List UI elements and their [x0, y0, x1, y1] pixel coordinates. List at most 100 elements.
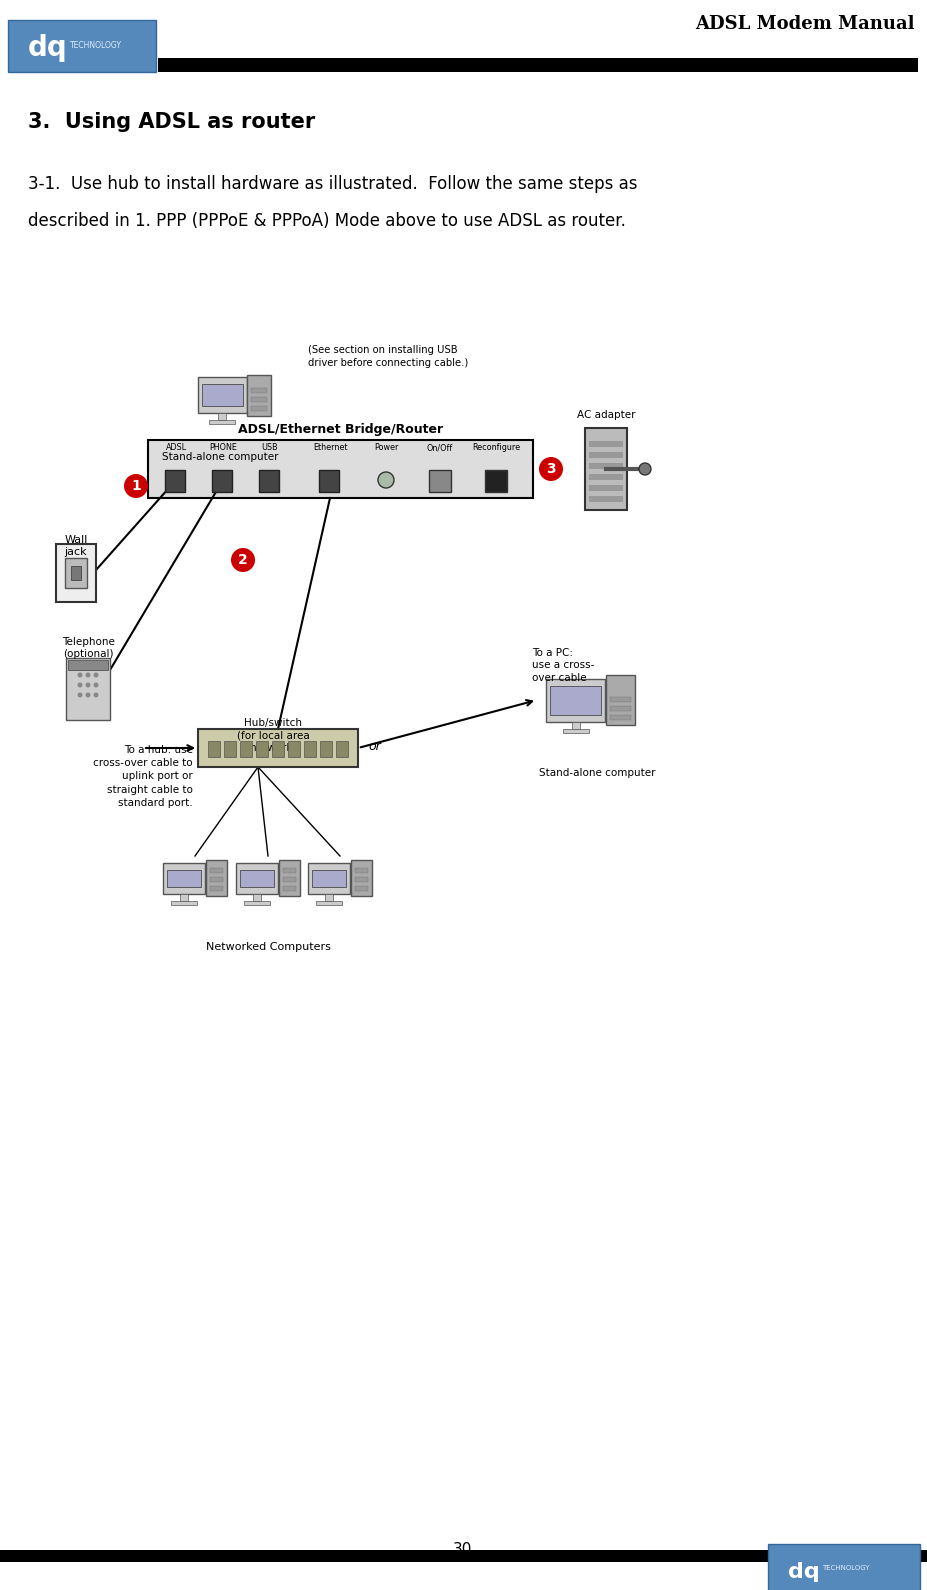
Bar	[572, 722, 580, 728]
Text: Wall
jack: Wall jack	[64, 534, 88, 558]
Circle shape	[94, 673, 98, 677]
Bar	[320, 741, 332, 757]
Bar	[768, 1544, 920, 1590]
Bar	[319, 471, 339, 491]
Text: USB: USB	[261, 444, 278, 452]
Text: or: or	[368, 739, 381, 752]
Bar	[256, 741, 268, 757]
Circle shape	[78, 693, 83, 698]
Bar	[210, 886, 222, 890]
Text: ADSL: ADSL	[165, 444, 186, 452]
Bar	[251, 405, 267, 410]
Text: To a PC:
use a cross-
over cable: To a PC: use a cross- over cable	[532, 649, 594, 682]
Text: Ethernet: Ethernet	[312, 444, 348, 452]
Bar	[208, 741, 220, 757]
Bar	[259, 471, 279, 491]
Bar	[283, 886, 296, 890]
Text: Reconfigure: Reconfigure	[472, 444, 520, 452]
Circle shape	[85, 673, 91, 677]
Bar	[163, 862, 205, 894]
Text: ADSL/Ethernet Bridge/Router: ADSL/Ethernet Bridge/Router	[238, 423, 443, 436]
Bar	[589, 474, 623, 480]
Bar	[312, 870, 346, 887]
Text: Power: Power	[374, 444, 399, 452]
Bar	[71, 566, 81, 580]
Bar	[165, 471, 185, 491]
Circle shape	[94, 693, 98, 698]
Bar	[308, 862, 350, 894]
Bar	[585, 428, 627, 510]
Bar	[589, 463, 623, 469]
Bar	[66, 658, 110, 720]
Bar	[210, 868, 222, 873]
Text: 3: 3	[546, 463, 556, 475]
Bar	[283, 868, 296, 873]
Bar	[210, 878, 222, 882]
Bar	[611, 716, 631, 720]
Text: Networked Computers: Networked Computers	[206, 941, 330, 952]
Text: 3.  Using ADSL as router: 3. Using ADSL as router	[28, 111, 315, 132]
Bar	[316, 900, 342, 905]
Bar	[589, 496, 623, 502]
Text: 30: 30	[453, 1542, 473, 1557]
Bar	[148, 440, 533, 498]
Text: TECHNOLOGY: TECHNOLOGY	[70, 40, 122, 49]
Text: Telephone
(optional): Telephone (optional)	[61, 638, 114, 660]
Bar	[288, 741, 300, 757]
Bar	[354, 878, 367, 882]
Bar	[350, 860, 372, 897]
Bar	[429, 471, 451, 491]
Bar	[304, 741, 316, 757]
Bar	[167, 870, 201, 887]
Bar	[240, 870, 274, 887]
Bar	[209, 420, 235, 425]
Text: TECHNOLOGY: TECHNOLOGY	[822, 1565, 870, 1571]
Bar	[201, 385, 243, 405]
Bar	[212, 471, 232, 491]
Circle shape	[78, 673, 83, 677]
Text: To a hub: use
cross-over cable to
uplink port or
straight cable to
standard port: To a hub: use cross-over cable to uplink…	[94, 746, 193, 808]
Text: Stand-alone computer: Stand-alone computer	[539, 768, 655, 778]
Text: described in 1. PPP (PPPoE & PPPoA) Mode above to use ADSL as router.: described in 1. PPP (PPPoE & PPPoA) Mode…	[28, 211, 626, 231]
Bar	[354, 868, 367, 873]
Bar	[547, 679, 605, 722]
Text: ADSL Modem Manual: ADSL Modem Manual	[695, 14, 915, 33]
Bar	[325, 894, 333, 900]
Bar	[218, 413, 226, 420]
Bar	[171, 900, 197, 905]
Bar	[56, 544, 96, 603]
Circle shape	[94, 682, 98, 687]
Bar	[65, 558, 87, 588]
Bar	[336, 741, 348, 757]
Text: On/Off: On/Off	[426, 444, 453, 452]
Text: Hub/switch
(for local area
network): Hub/switch (for local area network)	[236, 719, 310, 752]
Text: dq: dq	[28, 33, 68, 62]
Bar	[606, 676, 636, 725]
Bar	[244, 900, 270, 905]
Bar	[253, 894, 261, 900]
Text: 1: 1	[131, 479, 141, 493]
Bar	[283, 878, 296, 882]
Text: AC adapter: AC adapter	[577, 410, 635, 420]
Bar	[485, 471, 507, 491]
Circle shape	[85, 682, 91, 687]
Text: 2: 2	[238, 553, 248, 568]
Bar	[158, 57, 918, 72]
Text: (See section on installing USB
driver before connecting cable.): (See section on installing USB driver be…	[308, 345, 468, 369]
Bar	[224, 741, 236, 757]
Circle shape	[639, 463, 651, 475]
Bar	[247, 375, 271, 415]
Circle shape	[231, 549, 255, 572]
Bar	[180, 894, 188, 900]
Circle shape	[378, 472, 394, 488]
Bar	[206, 860, 226, 897]
Bar	[251, 388, 267, 393]
Bar	[354, 886, 367, 890]
Bar	[8, 21, 156, 72]
Bar	[278, 860, 299, 897]
Text: 3-1.  Use hub to install hardware as illustrated.  Follow the same steps as: 3-1. Use hub to install hardware as illu…	[28, 175, 638, 192]
Circle shape	[78, 682, 83, 687]
Bar	[236, 862, 278, 894]
Circle shape	[124, 474, 148, 498]
Bar	[563, 728, 589, 733]
